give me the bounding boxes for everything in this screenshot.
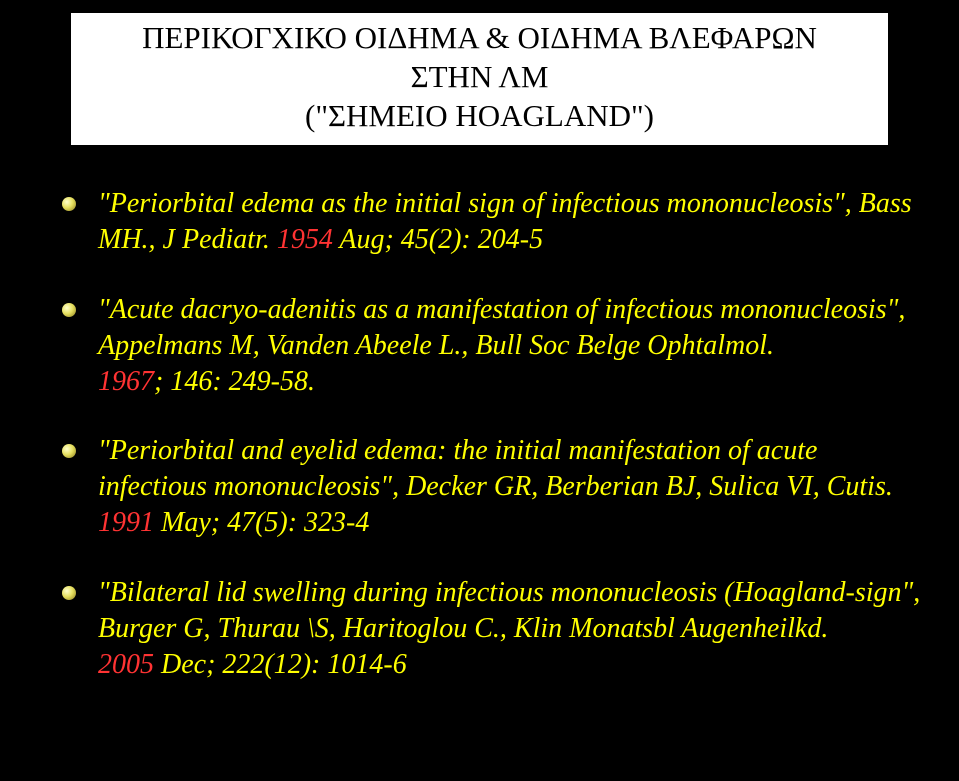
citation-title: "Bilateral lid swelling during infectiou… [98,577,913,608]
title-line-3: ("ΣΗΜΕΙΟ HOAGLAND") [81,97,878,136]
citation-list: "Periorbital edema as the initial sign o… [10,186,949,682]
citation-title: "Periorbital edema as the initial sign o… [98,188,845,219]
citation-loc: Aug; 45(2): 204-5 [339,224,543,255]
citation-journal: J Pediatr. [163,224,270,255]
citation-year: 1954 [277,224,333,255]
sep: , [913,577,920,608]
citation-journal: Bull Soc Belge Ophtalmol. [475,330,774,361]
sep: , [500,613,514,644]
citation-journal: Klin Monatsbl Augenheilkd. [514,613,828,644]
sep: , [392,471,406,502]
citation-year: 2005 [98,649,154,680]
citation-authors: Burger G, Thurau \S, Haritoglou C. [98,613,500,644]
sep: , [149,224,163,255]
citation-loc: Dec; 222(12): 1014-6 [161,649,407,680]
citation-item: "Periorbital and eyelid edema: the initi… [58,433,929,540]
sep: , [898,294,905,325]
sep: , [461,330,475,361]
sep: , [845,188,859,219]
title-line-1: ΠΕΡΙΚΟΓΧΙΚΟ ΟΙΔΗΜΑ & ΟΙΔΗΜΑ ΒΛΕΦΑΡΩΝ [81,19,878,58]
citation-year: 1991 [98,507,154,538]
citation-loc: ; 146: 249-58. [154,366,315,397]
citation-journal: Cutis. [827,471,893,502]
citation-authors: Decker GR, Berberian BJ, Sulica VI [406,471,813,502]
citation-loc: May; 47(5): 323-4 [161,507,369,538]
citation-title: "Acute dacryo-adenitis as a manifestatio… [98,294,898,325]
title-line-2: ΣΤΗΝ ΛΜ [81,58,878,97]
sep: , [813,471,827,502]
citation-year: 1967 [98,366,154,397]
citation-authors: Appelmans M, Vanden Abeele L. [98,330,461,361]
citation-item: "Bilateral lid swelling during infectiou… [58,575,929,682]
title-box: ΠΕΡΙΚΟΓΧΙΚΟ ΟΙΔΗΜΑ & ΟΙΔΗΜΑ ΒΛΕΦΑΡΩΝ ΣΤΗ… [70,12,889,146]
citation-item: "Acute dacryo-adenitis as a manifestatio… [58,292,929,399]
slide: ΠΕΡΙΚΟΓΧΙΚΟ ΟΙΔΗΜΑ & ΟΙΔΗΜΑ ΒΛΕΦΑΡΩΝ ΣΤΗ… [0,0,959,781]
citation-item: "Periorbital edema as the initial sign o… [58,186,929,258]
